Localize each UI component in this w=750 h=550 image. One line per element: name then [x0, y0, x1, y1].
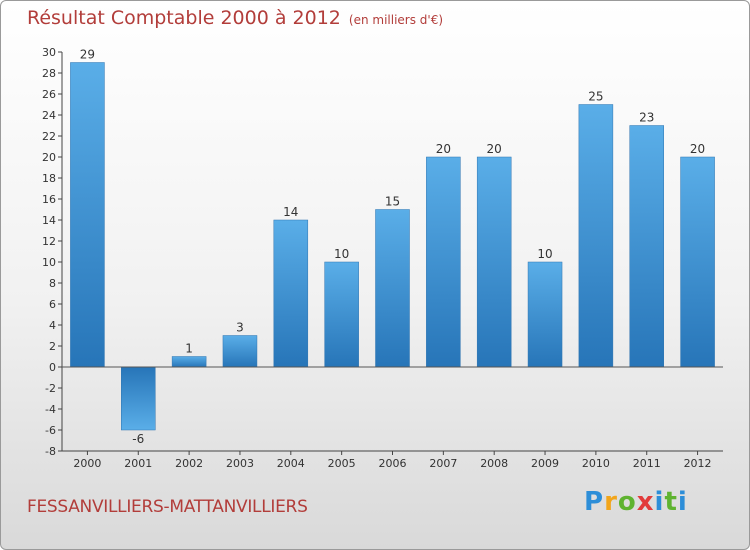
x-tick-label-2010: 2010	[582, 457, 610, 470]
data-label-2006: 15	[385, 195, 400, 209]
bar-2011	[629, 125, 664, 368]
bar-2010	[578, 104, 614, 368]
bar-2001	[121, 366, 156, 431]
y-tick-label: 22	[42, 130, 56, 143]
y-tick-label: 24	[42, 109, 56, 122]
data-label-2008: 20	[487, 142, 502, 156]
y-tick-label: -8	[45, 445, 56, 458]
x-tick-label-2008: 2008	[480, 457, 508, 470]
data-label-2001: -6	[132, 432, 144, 446]
x-tick-label-2004: 2004	[277, 457, 305, 470]
x-tick-label-2001: 2001	[124, 457, 152, 470]
data-label-2004: 14	[283, 205, 298, 219]
x-tick-label-2012: 2012	[684, 457, 712, 470]
x-tick-label-2005: 2005	[328, 457, 356, 470]
y-tick-label: 4	[49, 319, 56, 332]
data-label-2000: 29	[80, 48, 95, 62]
proxiti-logo: Proxiti	[584, 487, 688, 517]
bar-2008	[476, 156, 512, 368]
y-tick-label: -2	[45, 382, 56, 395]
y-tick-label: 10	[42, 256, 56, 269]
x-tick-label-2006: 2006	[379, 457, 407, 470]
y-tick-label: 6	[49, 298, 56, 311]
bar-2000	[70, 62, 105, 368]
bar-2009	[527, 261, 563, 368]
bar-2012	[680, 156, 715, 368]
x-tick-label-2000: 2000	[73, 457, 101, 470]
x-tick-label-2011: 2011	[633, 457, 661, 470]
data-label-2003: 3	[236, 321, 244, 335]
y-tick-label: 14	[42, 214, 56, 227]
bar-2005	[324, 261, 359, 368]
x-tick-label-2003: 2003	[226, 457, 254, 470]
y-tick-label: 26	[42, 88, 56, 101]
x-tick-label-2009: 2009	[531, 457, 559, 470]
y-tick-label: 16	[42, 193, 56, 206]
bar-2002	[171, 356, 207, 368]
bar-2004	[273, 219, 309, 368]
y-tick-label: -4	[45, 403, 56, 416]
y-tick-label: 28	[42, 67, 56, 80]
chart-title: Résultat Comptable 2000 à 2012 (en millie…	[27, 7, 443, 29]
chart-title-text: Résultat Comptable 2000 à 2012	[27, 7, 341, 29]
chart-subtitle: (en milliers d'€)	[348, 13, 444, 27]
bar-2003	[222, 335, 258, 368]
y-tick-label: 0	[49, 361, 56, 374]
data-label-2005: 10	[334, 247, 349, 261]
y-tick-label: 30	[42, 46, 56, 59]
y-tick-label: 18	[42, 172, 56, 185]
y-tick-label: 8	[49, 277, 56, 290]
x-tick-label-2007: 2007	[429, 457, 457, 470]
bar-2006	[375, 209, 410, 368]
data-label-2009: 10	[537, 247, 552, 261]
data-label-2011: 23	[639, 111, 654, 125]
y-tick-label: 2	[49, 340, 56, 353]
x-tick-label-2002: 2002	[175, 457, 203, 470]
y-tick-label: 20	[42, 151, 56, 164]
data-label-2007: 20	[436, 142, 451, 156]
commune-name: FESSANVILLIERS-MATTANVILLIERS	[27, 497, 308, 517]
y-tick-label: -6	[45, 424, 56, 437]
data-label-2002: 1	[185, 342, 193, 356]
data-label-2010: 25	[588, 90, 603, 104]
data-label-2012: 20	[690, 142, 705, 156]
bar-2007	[426, 156, 461, 368]
y-tick-label: 12	[42, 235, 56, 248]
